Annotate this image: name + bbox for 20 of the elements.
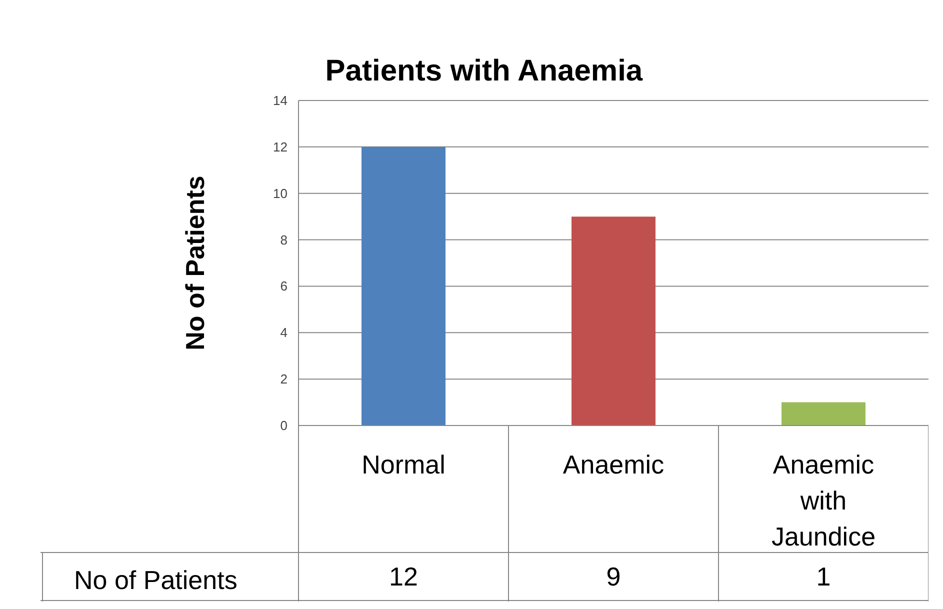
y-tick-label: 14 bbox=[273, 93, 288, 108]
bar bbox=[782, 402, 866, 426]
x-tick-label: Anaemic bbox=[562, 450, 664, 480]
y-tick-label: 2 bbox=[280, 372, 288, 387]
x-tick-label: Normal bbox=[362, 450, 446, 480]
y-tick-label: 10 bbox=[273, 186, 288, 201]
data-label: 12 bbox=[389, 562, 418, 592]
y-tick-label: 0 bbox=[280, 418, 288, 433]
x-tick-label: Anaemic with Jaundice bbox=[771, 450, 876, 552]
y-tick-label: 8 bbox=[280, 232, 288, 248]
bar bbox=[362, 146, 446, 426]
text: No of Patients bbox=[74, 565, 238, 596]
y-tick-label: 6 bbox=[280, 278, 288, 294]
bar bbox=[572, 216, 656, 426]
chart-title: Patients with Anaemia bbox=[325, 54, 643, 88]
y-tick-label: 12 bbox=[273, 139, 288, 154]
y-tick-label: 4 bbox=[280, 325, 288, 340]
y-axis-title: No of Patients bbox=[180, 176, 210, 350]
data-label: 1 bbox=[816, 562, 831, 592]
data-label: 9 bbox=[606, 562, 621, 592]
